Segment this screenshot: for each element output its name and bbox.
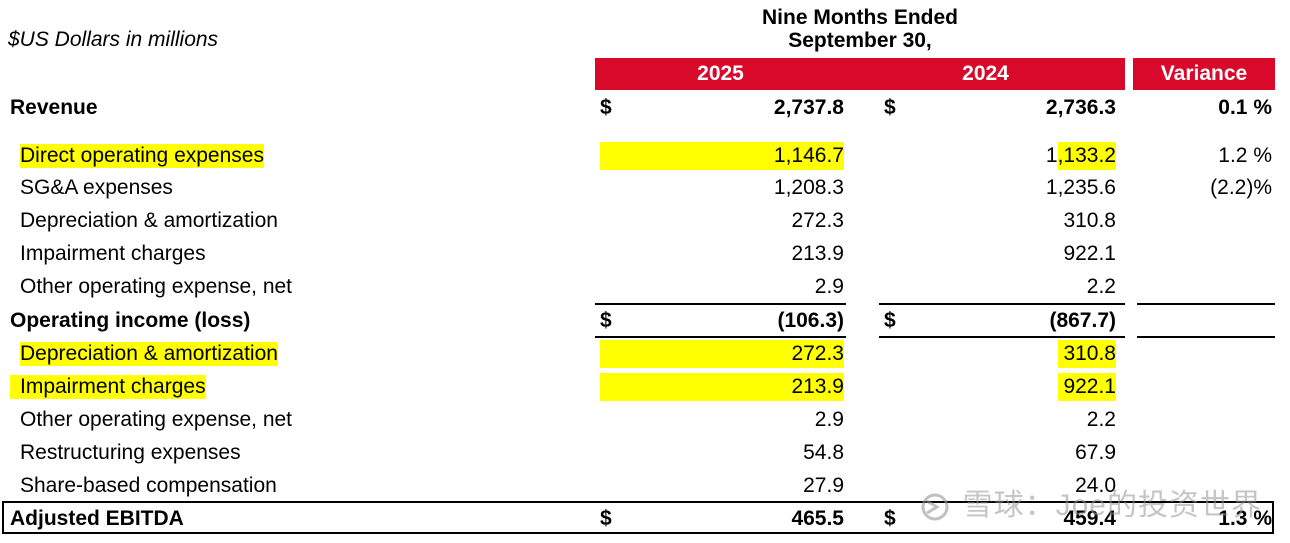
value-variance: 0.1 % <box>1218 96 1272 119</box>
row-label: Depreciation & amortization <box>20 342 278 366</box>
currency-symbol: $ <box>884 507 896 530</box>
value-2024: 310.8 <box>1063 209 1116 232</box>
row-label: Adjusted EBITDA <box>10 507 184 530</box>
row-label: Impairment charges <box>10 375 206 399</box>
row-label: Impairment charges <box>20 242 206 265</box>
row-label: Restructuring expenses <box>20 441 241 464</box>
value-2025: 213.9 <box>791 242 844 265</box>
value-2025: 27.9 <box>803 474 844 497</box>
table-row-revenue: Revenue $ 2,737.8 $ 2,736.3 0.1 % <box>0 92 1290 125</box>
table-row-share-based-compensation: Share-based compensation 27.9 24.0 <box>0 470 1290 503</box>
table-row-other-operating-expense: Other operating expense, net 2.9 2.2 <box>0 271 1290 304</box>
value-2024: (867.7) <box>1049 309 1116 332</box>
table-row-adjusted-ebitda: Adjusted EBITDA $ 465.5 $ 459.4 1.3 % <box>0 503 1290 536</box>
highlight-2025 <box>600 340 844 368</box>
currency-symbol: $ <box>600 309 612 332</box>
value-2025: 272.3 <box>791 342 844 365</box>
watermark-text: 雪球：Joe的投资世界 <box>962 489 1262 522</box>
table-row-impairment-addback: Impairment charges 213.9 922.1 <box>0 371 1290 404</box>
value-2025: 465.5 <box>791 507 844 530</box>
row-label: SG&A expenses <box>20 176 173 199</box>
highlight-2025 <box>600 142 844 170</box>
subtotal-underline-2025 <box>595 336 846 338</box>
highlight-2024 <box>1058 340 1116 368</box>
highlight-2025 <box>600 373 844 401</box>
subtotal-rule-variance <box>1137 303 1275 305</box>
value-2025: 54.8 <box>803 441 844 464</box>
column-header-2024: 2024 <box>846 58 1125 90</box>
value-2024: 1,235.6 <box>1045 176 1116 199</box>
value-2024: 2.2 <box>1086 275 1116 298</box>
value-2024: 67.9 <box>1075 441 1116 464</box>
value-2024: 2.2 <box>1086 408 1116 431</box>
row-label: Share-based compensation <box>20 474 277 497</box>
table-row-sga-expenses: SG&A expenses 1,208.3 1,235.6 (2.2)% <box>0 172 1290 205</box>
row-label: Direct operating expenses <box>20 144 264 168</box>
snowball-logo-icon <box>921 493 949 521</box>
subtotal-underline-variance <box>1137 336 1275 338</box>
currency-symbol: $ <box>884 309 896 332</box>
subtotal-rule-2025 <box>595 303 846 305</box>
highlight-2024 <box>1058 142 1116 170</box>
value-2024: 2,736.3 <box>1045 96 1116 119</box>
table-row-operating-income: Operating income (loss) $ (106.3) $ (867… <box>0 305 1290 338</box>
value-2025: 213.9 <box>791 375 844 398</box>
value-2025: 272.3 <box>791 209 844 232</box>
value-2024: 922.1 <box>1063 375 1116 398</box>
value-2024: 310.8 <box>1063 342 1116 365</box>
period-line-1: Nine Months Ended <box>762 6 958 29</box>
value-2025: 2.9 <box>814 275 844 298</box>
table-row-other-operating-expense-addback: Other operating expense, net 2.9 2.2 <box>0 404 1290 437</box>
row-label: Revenue <box>10 96 98 119</box>
column-header-variance: Variance <box>1133 58 1275 90</box>
value-variance: (2.2)% <box>1210 176 1272 199</box>
row-label: Other operating expense, net <box>20 275 293 298</box>
table-row-direct-operating-expenses: Direct operating expenses 1,146.7 1,133.… <box>0 140 1290 173</box>
value-2025: 2,737.8 <box>773 96 844 119</box>
row-label: Other operating expense, net <box>20 408 293 431</box>
column-header-2025: 2025 <box>595 58 846 90</box>
value-2025: 1,208.3 <box>773 176 844 199</box>
value-2024: 1,133.2 <box>1045 144 1116 167</box>
watermark: 雪球：Joe的投资世界 <box>917 480 1262 524</box>
period-header: Nine Months Ended September 30, <box>700 6 1020 52</box>
subtotal-rule-2024 <box>879 303 1125 305</box>
value-2024: 459.4 <box>1063 507 1116 530</box>
table-row-depreciation-addback: Depreciation & amortization 272.3 310.8 <box>0 338 1290 371</box>
currency-symbol: $ <box>884 96 896 119</box>
row-label: Depreciation & amortization <box>20 209 278 232</box>
currency-symbol: $ <box>600 96 612 119</box>
row-label: Operating income (loss) <box>10 309 251 332</box>
value-2025: (106.3) <box>777 309 844 332</box>
table-row-depreciation: Depreciation & amortization 272.3 310.8 <box>0 205 1290 238</box>
value-2025: 1,146.7 <box>773 144 844 167</box>
value-2025: 2.9 <box>814 408 844 431</box>
table-row-impairment: Impairment charges 213.9 922.1 <box>0 238 1290 271</box>
value-2024: 24.0 <box>1075 474 1116 497</box>
subtotal-underline-2024 <box>879 336 1125 338</box>
highlight-2024 <box>1058 373 1116 401</box>
currency-symbol: $ <box>600 507 612 530</box>
table-row-restructuring: Restructuring expenses 54.8 67.9 <box>0 437 1290 470</box>
value-variance: 1.3 % <box>1218 507 1272 530</box>
adjusted-ebitda-box <box>2 501 1274 534</box>
value-variance: 1.2 % <box>1218 144 1272 167</box>
value-2024: 922.1 <box>1063 242 1116 265</box>
period-line-2: September 30, <box>788 29 932 52</box>
units-label: $US Dollars in millions <box>8 28 219 51</box>
